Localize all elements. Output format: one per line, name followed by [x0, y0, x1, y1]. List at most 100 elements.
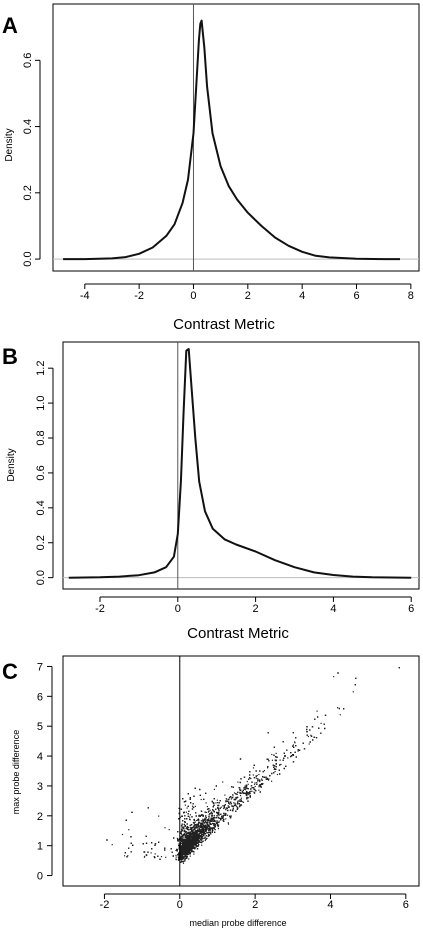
c-scatter-point [283, 757, 285, 759]
c-scatter-point [201, 828, 204, 830]
c-scatter-point [189, 855, 191, 857]
c-scatter-point [208, 821, 210, 824]
c-scatter-point [284, 755, 286, 757]
c-scatter-point [244, 785, 246, 787]
panel-b-frame [62, 341, 420, 590]
c-scatter-point [223, 804, 226, 807]
c-scatter-point [208, 814, 210, 816]
c-scatter-point [339, 714, 341, 716]
c-scatter-point [194, 836, 196, 838]
c-scatter-point [249, 774, 251, 776]
c-scatter-point [181, 825, 183, 827]
c-scatter-point [312, 739, 314, 741]
c-scatter-point [292, 754, 295, 756]
c-scatter-point [193, 844, 195, 846]
c-scatter-point [187, 832, 189, 835]
c-scatter-point [240, 800, 242, 802]
c-scatter-point [202, 819, 204, 821]
c-scatter-point [225, 808, 227, 811]
c-scatter-point [181, 827, 183, 829]
c-scatter-point [150, 852, 152, 854]
c-scatter-point [212, 806, 214, 808]
c-scatter-point [205, 825, 208, 827]
c-scatter-point [191, 832, 193, 834]
c-scatter-point [193, 833, 195, 835]
c-scatter-point [315, 737, 318, 739]
c-scatter-point [261, 779, 263, 781]
c-scatter-point [223, 806, 225, 809]
c-scatter-point [224, 812, 226, 814]
c-scatter-point [197, 829, 199, 831]
c-scatter-point [186, 856, 188, 858]
c-scatter-point [198, 821, 200, 824]
c-scatter-point [240, 804, 242, 806]
c-scatter-point [228, 801, 230, 803]
c-scatter-point [180, 861, 182, 863]
c-scatter-point [191, 805, 194, 807]
c-scatter-point [181, 840, 183, 842]
c-scatter-point [186, 818, 188, 820]
b-y-tick-label: 0.6 [35, 465, 47, 480]
c-scatter-point [230, 798, 232, 800]
c-y-tick-label: 1 [37, 841, 43, 853]
c-scatter-point [239, 758, 242, 760]
c-scatter-point [197, 836, 199, 839]
c-scatter-point [217, 816, 219, 819]
c-scatter-point [188, 837, 190, 839]
c-scatter-point [217, 813, 219, 815]
c-scatter-point [201, 838, 203, 840]
c-scatter-point [271, 780, 273, 782]
c-scatter-point [188, 851, 190, 853]
c-scatter-point [182, 860, 184, 863]
c-scatter-point [197, 834, 199, 836]
c-scatter-point [188, 858, 190, 860]
a-y-tick-label: 0.0 [22, 251, 34, 266]
c-scatter-point [220, 818, 222, 820]
c-scatter-point [201, 820, 203, 822]
c-scatter-point [176, 850, 178, 852]
c-scatter-point [186, 843, 188, 845]
c-scatter-point [202, 840, 204, 842]
c-scatter-point [234, 803, 236, 805]
c-scatter-point [195, 841, 197, 843]
b-x-tick-label: 0 [175, 603, 181, 615]
c-scatter-point [197, 837, 199, 839]
c-scatter-point [256, 783, 258, 785]
c-scatter-point [292, 744, 294, 746]
c-scatter-point [218, 802, 220, 804]
c-scatter-point [239, 804, 241, 806]
c-scatter-point [205, 830, 207, 832]
c-scatter-point [267, 732, 269, 734]
c-scatter-point [195, 829, 197, 832]
c-scatter-point [243, 787, 245, 789]
c-scatter-point [188, 850, 190, 852]
c-scatter-point [190, 839, 192, 841]
c-scatter-point [261, 778, 263, 780]
c-scatter-point [176, 837, 178, 839]
c-scatter-point [234, 802, 236, 804]
c-x-tick-label: -2 [100, 899, 110, 911]
c-scatter-point [165, 856, 167, 858]
c-scatter-point [230, 816, 232, 818]
c-scatter-point [211, 818, 213, 820]
c-scatter-point [196, 825, 198, 827]
c-scatter-point [184, 804, 186, 806]
c-scatter-point [179, 816, 182, 818]
c-scatter-point [180, 850, 183, 853]
c-scatter-point [194, 827, 196, 829]
c-scatter-point [209, 809, 211, 811]
c-scatter-point [221, 817, 223, 819]
c-scatter-point [297, 749, 299, 751]
c-scatter-point [216, 799, 218, 801]
c-scatter-point [242, 801, 245, 803]
c-scatter-point [199, 815, 201, 817]
c-scatter-point [307, 735, 309, 738]
c-scatter-point [243, 787, 245, 789]
c-scatter-point [246, 780, 248, 783]
c-scatter-point [200, 823, 202, 825]
c-scatter-point [212, 802, 214, 804]
c-scatter-point [183, 812, 185, 814]
c-scatter-point [214, 825, 216, 827]
c-scatter-point [193, 828, 195, 830]
c-scatter-point [182, 845, 184, 847]
